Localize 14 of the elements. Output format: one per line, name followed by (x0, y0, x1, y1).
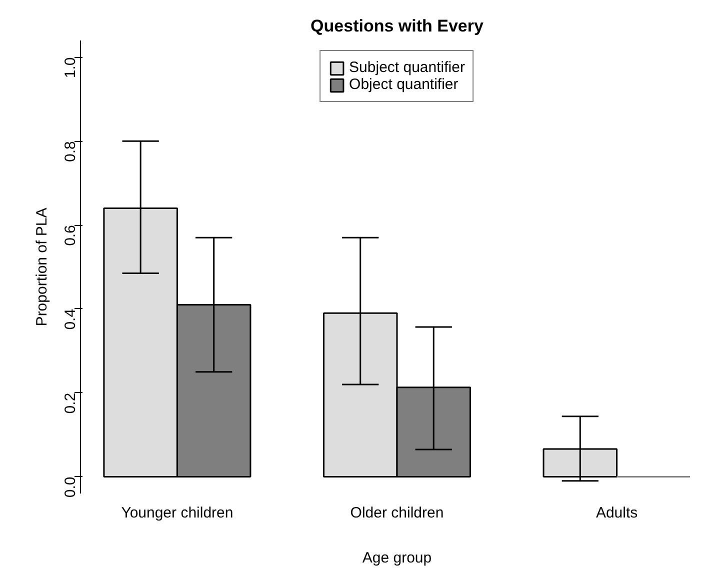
legend-label: Object quantifier (349, 76, 458, 93)
y-tick-label: 0.8 (62, 141, 79, 162)
y-axis-title: Proportion of PLA (34, 208, 50, 326)
y-tick-label: 0.4 (62, 308, 79, 330)
x-tick-label: Older children (350, 504, 444, 522)
legend-label: Subject quantifier (349, 59, 465, 76)
x-tick-label: Adults (596, 504, 638, 522)
y-tick-label: 1.0 (62, 57, 79, 78)
x-tick-label: Younger children (121, 504, 234, 522)
chart-title: Questions with Every (310, 16, 484, 36)
x-axis-title: Age group (362, 550, 432, 566)
y-tick-label: 0.6 (62, 225, 79, 246)
y-tick-label: 0.0 (62, 476, 79, 498)
y-tick-label: 0.2 (62, 392, 79, 414)
